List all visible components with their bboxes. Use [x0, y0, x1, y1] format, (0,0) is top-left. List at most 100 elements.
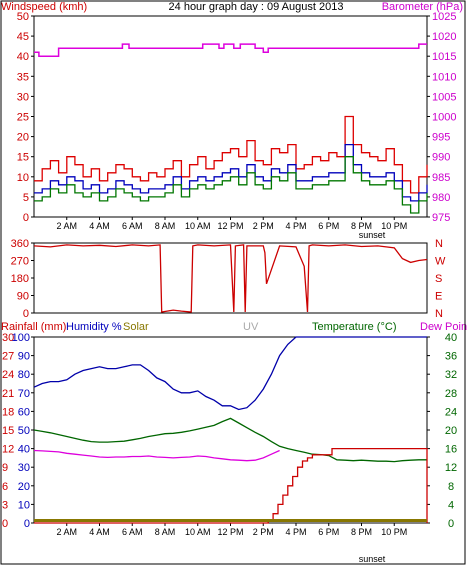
x-tick-label: 2 PM	[253, 221, 274, 231]
solar-axis-label: Solar	[123, 321, 149, 333]
wind-tick-label: 5	[23, 192, 29, 204]
humidity-tick-label: 70	[18, 388, 30, 400]
wind-tick-label: 15	[17, 152, 29, 164]
baro-tick-label: 995	[432, 132, 450, 144]
x-tick-label: 4 AM	[89, 527, 110, 537]
x-tick-label: 4 PM	[285, 221, 306, 231]
wind-tick-label: 20	[17, 132, 29, 144]
wind-tick-label: 50	[17, 11, 29, 23]
baro-tick-label: 975	[432, 212, 450, 224]
rain-tick-label: 21	[2, 388, 14, 400]
rain-tick-label: 15	[2, 425, 14, 437]
humidity-tick-label: 80	[18, 369, 30, 381]
x-tick-label: 2 PM	[253, 527, 274, 537]
direction-tick-label: 360	[11, 238, 29, 250]
x-tick-label: 2 AM	[56, 527, 77, 537]
wind_low-line	[34, 156, 428, 214]
x-tick-label: 10 AM	[185, 527, 211, 537]
rain-tick-label: 6	[2, 481, 8, 493]
x-tick-label: 4 PM	[285, 527, 306, 537]
rain-tick-label: 27	[2, 351, 14, 363]
dew-point-axis-label: Dew Point	[420, 321, 467, 333]
x-tick-label: 10 PM	[381, 527, 407, 537]
panel-3-plot	[31, 336, 430, 526]
temp-tick-label: 32	[445, 369, 457, 381]
humidity-tick-label: 40	[18, 444, 30, 456]
humidity-tick-label: 30	[18, 462, 30, 474]
humidity-line	[33, 336, 427, 411]
wind-tick-label: 25	[17, 112, 29, 124]
baro-tick-label: 985	[432, 172, 450, 184]
wind-tick-label: 0	[23, 212, 29, 224]
barometer-axis-label: Barometer (hPa)	[382, 1, 463, 13]
baro-tick-label: 1015	[432, 51, 456, 63]
x-tick-label: 8 AM	[155, 527, 176, 537]
temp-tick-label: 0	[448, 518, 454, 530]
wind-tick-label: 35	[17, 71, 29, 83]
chart-title: 24 hour graph day : 09 August 2013	[169, 1, 344, 13]
direction-tick-label: 90	[17, 291, 29, 303]
x-tick-label: 6 PM	[318, 221, 339, 231]
wind-tick-label: 10	[17, 172, 29, 184]
compass-tick-label: S	[435, 273, 442, 285]
humidity-axis-label: Humidity %	[66, 321, 122, 333]
rain-tick-label: 30	[2, 332, 14, 344]
gust-line	[34, 115, 428, 194]
x-tick-label: 6 AM	[122, 221, 143, 231]
rain-tick-label: 12	[2, 444, 14, 456]
rain-tick-label: 24	[2, 369, 14, 381]
x-tick-label: 4 AM	[89, 221, 110, 231]
direction-tick-label: 180	[11, 273, 29, 285]
baro-tick-label: 990	[432, 152, 450, 164]
wind-tick-label: 45	[17, 31, 29, 43]
barometer-line	[34, 43, 427, 57]
x-tick-label: 8 PM	[351, 527, 372, 537]
humidity-tick-label: 60	[18, 406, 30, 418]
wind_direction-line	[33, 244, 428, 313]
humidity-tick-label: 10	[18, 499, 30, 511]
rain-tick-label: 9	[2, 462, 8, 474]
baro-tick-label: 1000	[432, 112, 456, 124]
temperature-axis-label: Temperature (°C)	[312, 321, 396, 333]
temp-tick-label: 4	[448, 499, 454, 511]
humidity-tick-label: 100	[12, 332, 30, 344]
compass-tick-label: N	[435, 308, 443, 320]
sunset-label-panel-1: sunset	[359, 230, 386, 240]
humidity-tick-label: 90	[18, 351, 30, 363]
humidity-tick-label: 50	[18, 425, 30, 437]
baro-tick-label: 980	[432, 192, 450, 204]
x-tick-label: 8 PM	[351, 221, 372, 231]
x-tick-label: 12 PM	[217, 221, 243, 231]
direction-tick-label: 270	[11, 256, 29, 268]
rain-tick-label: 18	[2, 406, 14, 418]
x-tick-label: 6 AM	[122, 527, 143, 537]
humidity-tick-label: 20	[18, 481, 30, 493]
temp-tick-label: 40	[445, 332, 457, 344]
temp-tick-label: 36	[445, 351, 457, 363]
x-tick-label: 2 AM	[56, 221, 77, 231]
rainfall-axis-label: Rainfall (mm)	[1, 321, 66, 333]
wind-tick-label: 40	[17, 51, 29, 63]
x-tick-label: 6 PM	[318, 527, 339, 537]
dew_point-line	[33, 449, 280, 462]
baro-tick-label: 1010	[432, 71, 456, 83]
x-tick-label: 12 PM	[217, 527, 243, 537]
temp-tick-label: 16	[445, 444, 457, 456]
temp-tick-label: 28	[445, 388, 457, 400]
temp-tick-label: 20	[445, 425, 457, 437]
temp-tick-label: 8	[448, 481, 454, 493]
temperature-line	[33, 417, 427, 463]
panel-1-plot	[31, 15, 430, 220]
humidity-tick-label: 0	[24, 518, 30, 530]
x-tick-label: 8 AM	[155, 221, 176, 231]
baro-tick-label: 1025	[432, 11, 456, 23]
temp-tick-label: 12	[445, 462, 457, 474]
average-line	[34, 143, 428, 202]
uv-axis-label: UV	[243, 321, 259, 333]
rainfall-line	[34, 447, 428, 524]
wind-tick-label: 30	[17, 91, 29, 103]
panel-3-frame	[33, 336, 428, 524]
rain-tick-label: 0	[2, 518, 8, 530]
